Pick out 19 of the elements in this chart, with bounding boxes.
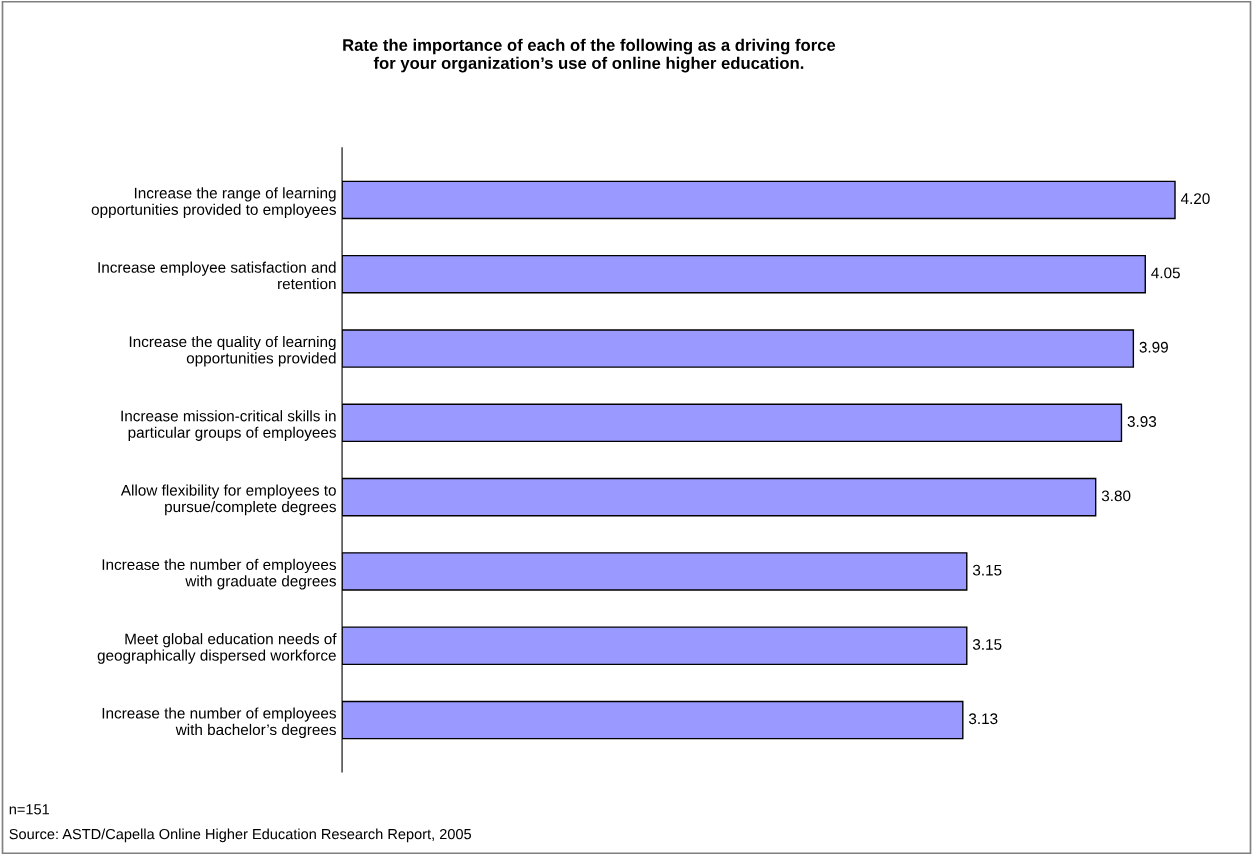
- y-tick-label: Allow flexibility for employees to pursue/complete degrees: [120, 484, 336, 516]
- y-tick-label: Meet global education needs of geographically dispersed workforce: [97, 633, 337, 664]
- y-tick-label: Increase the quality of learning opportunities provided: [129, 335, 336, 367]
- y-tick-label: Increase employee satisfaction and retention: [98, 261, 336, 290]
- data-label: 3.99: [1139, 341, 1168, 353]
- y-tick-label: Increase the number of employees with graduate degrees: [102, 558, 336, 590]
- data-label: 3.15: [972, 639, 1002, 650]
- data-label: 4.20: [1180, 193, 1210, 205]
- y-tick-label: Increase the range of learning opportunities provided to employees: [91, 187, 336, 218]
- source-note: Source: ASTD/Capella Online Higher Education Research Report, 2005: [9, 828, 472, 843]
- data-label: 3.13: [968, 713, 998, 725]
- data-label: 4.05: [1151, 267, 1180, 279]
- data-label: 3.93: [1127, 416, 1157, 427]
- y-tick-label: Increase mission-critical skills in particular groups of employees: [121, 410, 336, 441]
- text: n=151: [9, 804, 50, 815]
- data-label: 3.15: [972, 564, 1002, 576]
- data-label: 3.80: [1101, 490, 1131, 502]
- y-tick-label: Increase the number of employees with bachelor’s degrees: [102, 707, 336, 739]
- chart-title: Rate the importance of each of the following as a driving force for your organization’s use of online higher education.: [343, 38, 836, 73]
